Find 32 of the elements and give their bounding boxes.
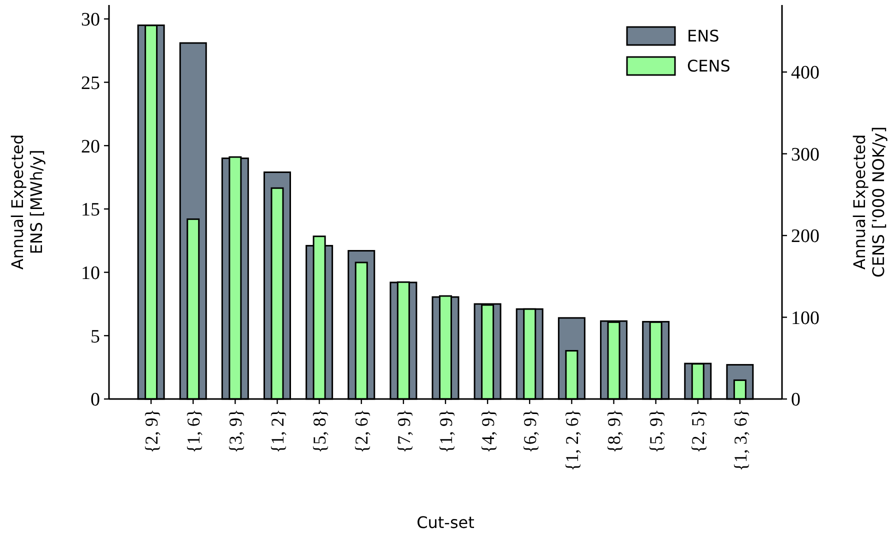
y-tick-label: 0 — [90, 390, 100, 411]
y-tick-label: 30 — [81, 10, 100, 31]
x-tick-label: {2, 6} — [352, 409, 372, 454]
y-tick-label: 20 — [81, 136, 100, 158]
y2-tick-label: 400 — [791, 62, 820, 84]
x-axis-title: Cut-set — [416, 513, 474, 532]
y-tick-label: 5 — [90, 326, 100, 348]
y2-tick-label: 100 — [791, 308, 820, 329]
x-tick-label: {1, 9} — [436, 409, 456, 454]
x-tick-label: {5, 9} — [646, 409, 666, 454]
x-tick-label: {1, 2, 6} — [562, 409, 582, 472]
x-tick-label: {3, 9} — [225, 409, 246, 454]
legend-label: CENS — [687, 56, 730, 76]
y2-tick-label: 200 — [791, 226, 820, 248]
x-tick-label: {5, 8} — [310, 409, 330, 454]
y2-tick-label: 0 — [791, 390, 800, 411]
x-tick-label: {4, 9} — [478, 409, 498, 454]
y2-axis-title: Annual Expected CENS ['000 NOK/y] — [850, 126, 888, 278]
x-tick-label: {8, 9} — [604, 409, 624, 454]
legend-label: ENS — [687, 26, 720, 46]
x-tick-label: {6, 9} — [520, 409, 540, 454]
x-tick-label: {2, 5} — [688, 409, 708, 454]
y-tick-label: 25 — [81, 72, 100, 94]
x-tick-label: {2, 9} — [141, 409, 162, 454]
x-tick-label: {1, 3, 6} — [730, 409, 750, 472]
y-axis-title: Annual Expected ENS [MWh/y] — [8, 134, 46, 270]
x-tick-label: {1, 2} — [268, 409, 288, 454]
y-tick-label: 10 — [81, 262, 100, 284]
x-tick-label: {1, 6} — [183, 409, 204, 454]
y2-tick-label: 300 — [791, 144, 820, 166]
x-tick-label: {7, 9} — [394, 409, 414, 454]
y-tick-label: 15 — [81, 200, 100, 221]
